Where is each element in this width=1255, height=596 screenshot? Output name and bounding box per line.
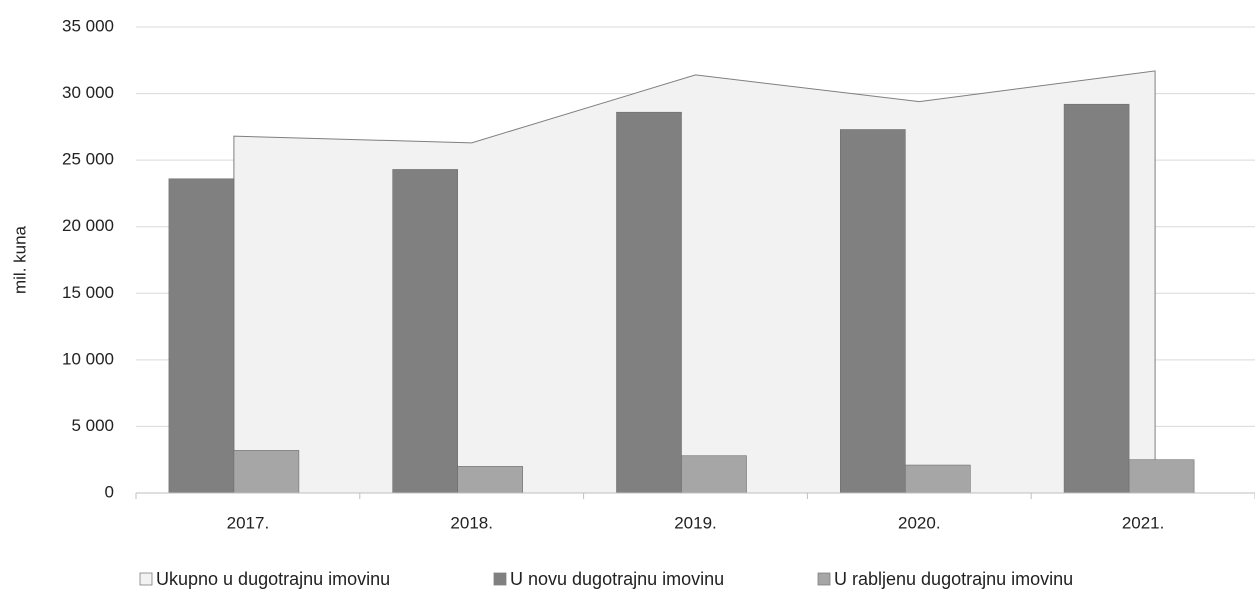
y-tick-label: 25 000 [62,150,114,169]
x-tick-label: 2019. [674,513,717,532]
x-tick-label: 2018. [450,513,493,532]
legend-swatch [493,572,507,586]
bar-new-3 [616,111,682,494]
bar-new-4 [839,129,906,494]
x-tick-labels: 2017. 2018. 2019. 2020. 2021. [227,513,1165,532]
total-area-outline [233,70,1156,493]
bar-new-5 [1063,103,1130,494]
y-tick-label: 5 000 [71,416,114,435]
x-tick-label: 2021. [1122,513,1165,532]
legend-label: U rabljenu dugotrajnu imovinu [834,569,1073,589]
y-tick-labels: 0 5 000 10 000 15 000 20 000 25 000 30 000 35 0… [62,16,114,501]
bar-new-1 [168,178,235,494]
bar-used-2 [457,466,524,494]
axes [135,492,1255,499]
total-area-fill [233,70,1156,494]
y-tick-label: 20 000 [62,216,114,235]
legend-swatch [139,572,153,586]
y-tick-label: 15 000 [62,283,114,302]
y-tick-label: 0 [105,482,114,501]
bar-used-4 [904,464,971,494]
legend-label: U novu dugotrajnu imovinu [510,569,724,589]
bar-used-3 [681,455,747,494]
y-axis-label: mil. kuna [10,225,29,294]
bar-used-5 [1128,459,1195,494]
legend-label: Ukupno u dugotrajnu imovinu [156,569,390,589]
bar-new-2 [392,169,459,494]
bar-used-1 [233,450,300,494]
y-tick-label: 35 000 [62,16,114,35]
x-tick-label: 2017. [227,513,270,532]
x-tick-label: 2020. [898,513,941,532]
total-area-series [233,70,1156,494]
bar-series [168,103,1195,494]
legend-swatch [817,572,831,586]
y-tick-label: 30 000 [62,83,114,102]
legend: Ukupno u dugotrajnu imovinu U novu dugotr… [139,569,1073,589]
y-tick-label: 10 000 [62,349,114,368]
